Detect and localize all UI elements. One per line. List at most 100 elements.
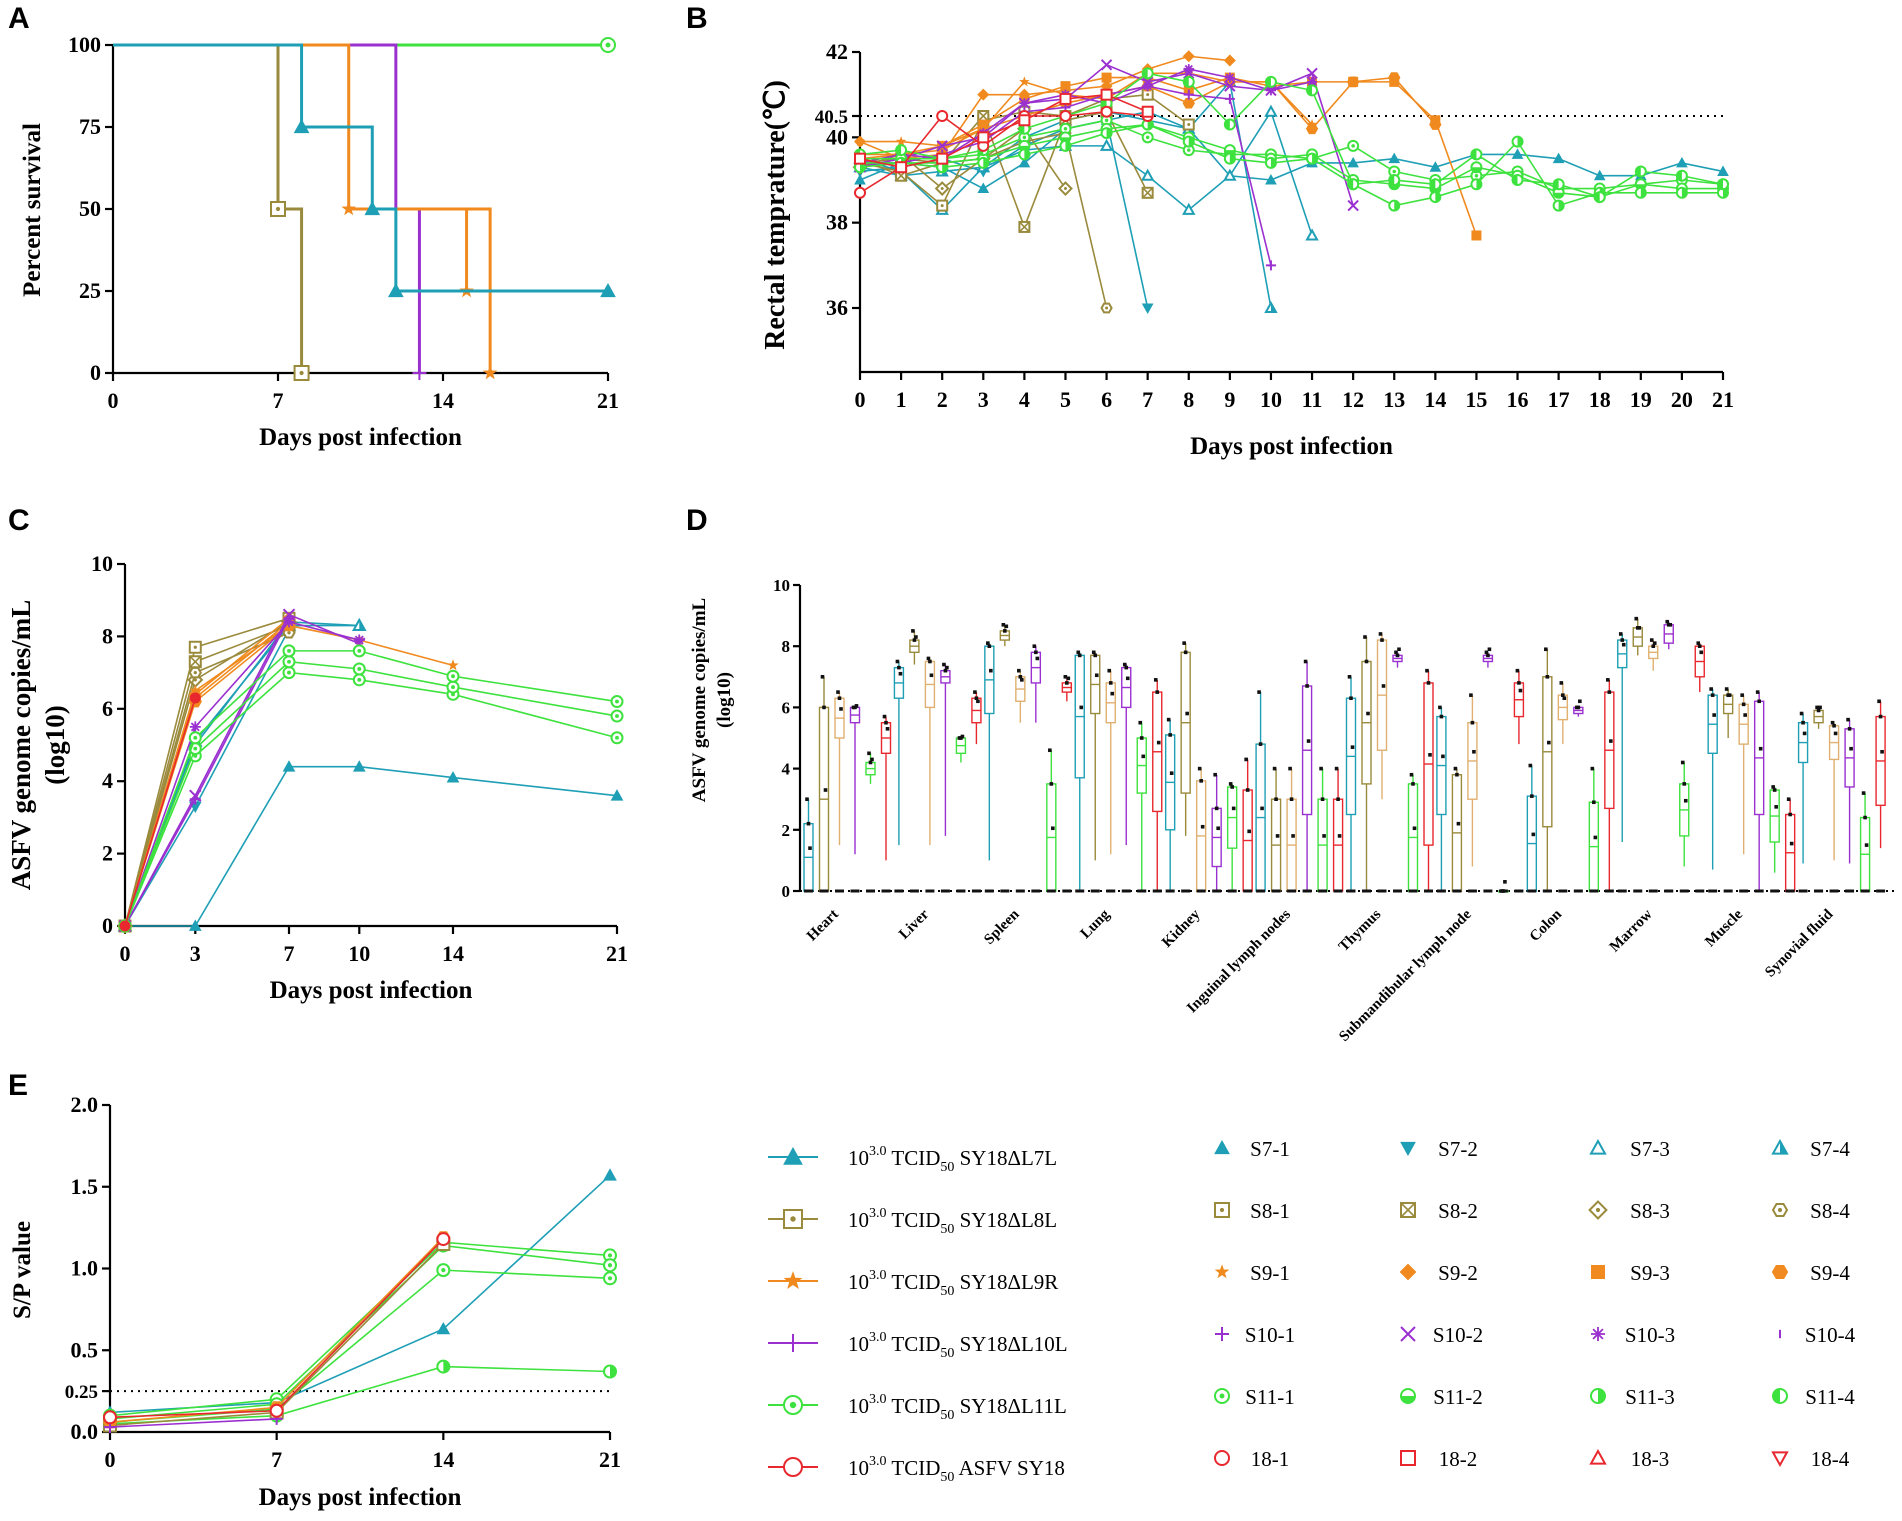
box-dot — [1758, 746, 1763, 751]
box-dot — [1724, 687, 1729, 691]
data-point — [1388, 152, 1401, 164]
data-point — [854, 135, 866, 148]
data-point — [1717, 165, 1729, 176]
box-dot — [1545, 675, 1550, 679]
box-dot — [867, 751, 871, 756]
legend-animal-label: S10-4 — [1805, 1323, 1856, 1347]
box-plot — [1604, 678, 1615, 893]
box-dot — [882, 714, 887, 719]
legend-marker — [783, 1209, 803, 1229]
box-dot — [1696, 641, 1701, 645]
box-dot — [1699, 650, 1704, 655]
data-point — [436, 1232, 451, 1247]
data-point — [1634, 186, 1647, 199]
box-dot — [1697, 644, 1702, 648]
series-line — [109, 1269, 611, 1423]
series-line — [109, 1174, 611, 1414]
data-point — [446, 771, 460, 783]
legend-animal-item: S11-2 — [1400, 1385, 1483, 1409]
x-tick-label: 20 — [1671, 387, 1693, 412]
category-thymus: Thymus — [1336, 632, 1434, 955]
data-point — [1305, 123, 1319, 135]
data-point — [1306, 152, 1319, 165]
box-plot — [1482, 647, 1494, 893]
legend-subscript: 50 — [940, 1160, 954, 1175]
box-dot — [1141, 754, 1146, 759]
data-point — [1347, 199, 1359, 212]
box-dot — [870, 757, 874, 762]
y-tick-label: 4 — [102, 768, 113, 793]
legend-marker — [783, 1457, 803, 1477]
data-point — [189, 789, 202, 802]
x-tick-label: 10 — [1260, 387, 1282, 412]
data-point — [388, 282, 404, 298]
box-dot — [1289, 797, 1294, 801]
box-plot — [1195, 766, 1207, 893]
box-dot — [1063, 675, 1068, 679]
box-plot — [1859, 791, 1871, 893]
series-line — [124, 697, 197, 927]
series-line — [124, 650, 618, 927]
legend-group-label: 103.0 TCID50 SY18ΔL8L — [848, 1206, 1057, 1237]
data-point — [1059, 92, 1072, 105]
box-dot — [885, 727, 890, 731]
box-plot — [803, 797, 814, 893]
series-line — [859, 123, 1723, 207]
data-point — [188, 666, 202, 679]
box-dot — [1439, 714, 1444, 719]
box-zero-dots — [1256, 889, 1266, 893]
legend-marker — [784, 1334, 802, 1352]
data-point — [1100, 59, 1113, 71]
legend-animal-item: S11-1 — [1214, 1385, 1295, 1409]
box-plot — [1694, 641, 1705, 893]
data-point — [293, 365, 310, 381]
series-S11-3 — [103, 1263, 617, 1430]
x-category-label: Kidney — [1159, 906, 1204, 951]
box-dot — [1066, 676, 1071, 681]
series-SY18ΔL7L — [113, 43, 616, 298]
data-point — [610, 731, 624, 745]
data-point — [1018, 148, 1031, 161]
data-point — [1224, 80, 1236, 92]
data-point — [482, 365, 498, 380]
box-dot — [926, 656, 931, 661]
x-tick-label: 3 — [978, 387, 989, 412]
series-line — [860, 123, 1723, 198]
box-dot — [1065, 681, 1069, 685]
box-zero-dots — [1393, 889, 1402, 893]
box-plot — [1255, 690, 1266, 893]
box-zero-dots — [1664, 889, 1674, 893]
box-dot — [1320, 797, 1325, 801]
legend-group-item: 103.0 TCID50 SY18ΔL10L — [768, 1330, 1068, 1361]
legend-animal-label: 18-3 — [1631, 1447, 1670, 1471]
data-point — [1100, 88, 1113, 101]
legend-animal-label: S7-3 — [1630, 1137, 1670, 1161]
box-zero-dots — [1542, 889, 1552, 893]
box-dot — [1272, 766, 1277, 771]
legend-group-label: 103.0 TCID50 SY18ΔL9R — [848, 1268, 1058, 1299]
box-zero-dots — [866, 889, 875, 893]
legend-group-item: 103.0 TCID50 ASFV SY18 — [768, 1454, 1065, 1485]
box-dot — [1257, 690, 1261, 694]
box-plot — [1542, 647, 1553, 893]
category-lung: Lung — [1074, 650, 1163, 942]
box-zero-dots — [1754, 889, 1764, 893]
legend-name: SY18ΔL8L — [954, 1208, 1057, 1232]
data-point — [1429, 178, 1442, 191]
data-point — [269, 1403, 284, 1418]
box-zero-dots — [1031, 889, 1041, 893]
data-point — [610, 709, 624, 723]
box-dot — [1291, 834, 1295, 838]
data-point — [1675, 186, 1688, 199]
box-plot — [1436, 705, 1447, 893]
legend-animal-item: 18-1 — [1214, 1447, 1289, 1471]
data-point — [1265, 260, 1276, 271]
box-dot — [1830, 720, 1835, 725]
data-point — [188, 640, 202, 654]
box-dot — [1032, 644, 1037, 648]
box-dot — [1878, 714, 1883, 719]
box-dot — [1755, 690, 1760, 694]
category-heart: Heart — [803, 675, 892, 944]
box-dot — [1832, 723, 1836, 728]
box-zero-dots — [1573, 889, 1583, 893]
